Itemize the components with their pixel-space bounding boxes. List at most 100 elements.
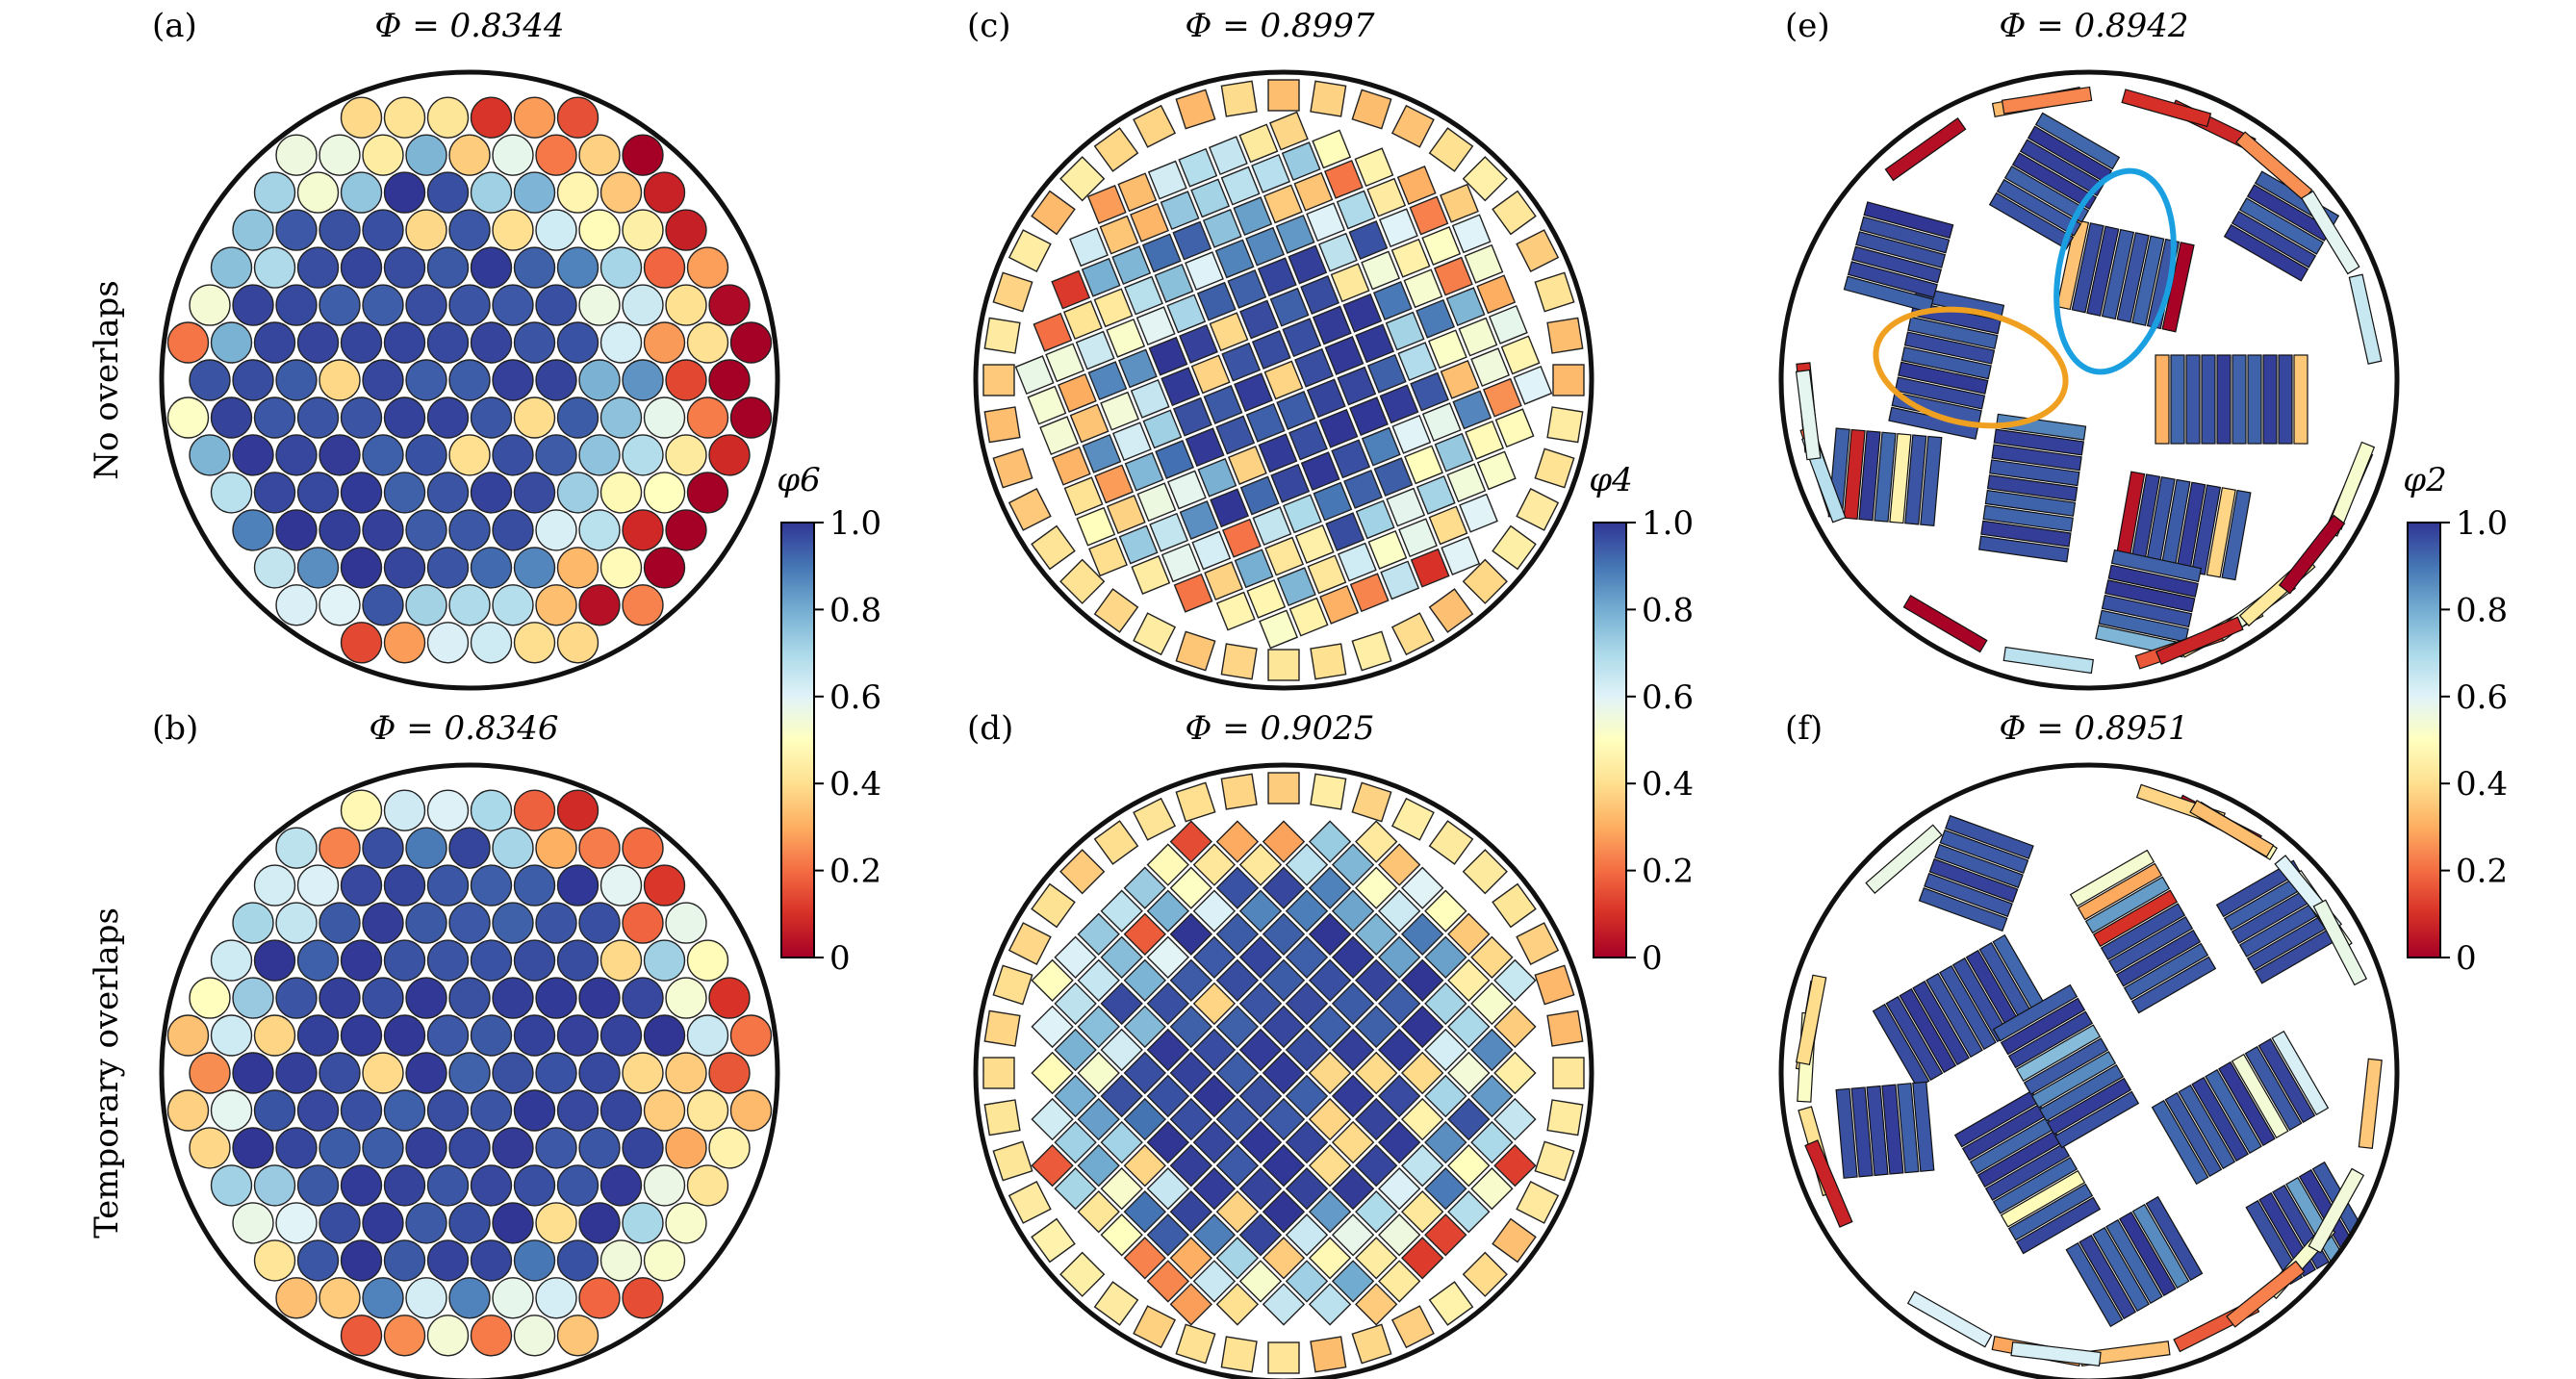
- disk-particle: [665, 359, 707, 401]
- rectangle-particle: [2065, 1241, 2124, 1328]
- disk-particle: [383, 1089, 426, 1132]
- boundary-rectangle-particle: [2121, 89, 2212, 128]
- disk-particle: [210, 472, 253, 514]
- square-particle: [1100, 391, 1140, 431]
- square-particle: [1146, 1120, 1190, 1164]
- square-particle: [1390, 238, 1431, 278]
- boundary-square-particle: [1462, 1251, 1508, 1297]
- boundary-square-particle: [1534, 964, 1575, 1006]
- disk-particle: [232, 977, 274, 1019]
- square-particle: [1215, 1143, 1260, 1187]
- disk-particle: [708, 284, 751, 326]
- square-particle: [1288, 244, 1328, 285]
- square-particle: [1054, 935, 1097, 980]
- square-particle: [1215, 912, 1260, 957]
- square-particle: [1077, 1189, 1120, 1234]
- square-particle: [1331, 1260, 1375, 1303]
- disk-particle: [708, 977, 751, 1019]
- square-particle: [1308, 1283, 1352, 1326]
- square-particle: [1288, 597, 1329, 637]
- square-particle: [1214, 239, 1255, 279]
- disk-particle: [319, 1127, 361, 1169]
- square-particle: [1039, 416, 1080, 456]
- square-particle: [1057, 372, 1097, 413]
- square-particle: [1377, 982, 1421, 1026]
- rectangle-particle: [2000, 1169, 2086, 1228]
- disk-particle: [405, 1202, 447, 1244]
- disk-particle: [513, 1239, 556, 1282]
- square-particle: [1146, 1028, 1190, 1072]
- disk-particle: [535, 827, 577, 869]
- square-particle: [1447, 912, 1491, 957]
- disk-particle: [556, 864, 599, 907]
- square-particle: [1238, 1213, 1283, 1257]
- square-particle: [1086, 185, 1127, 224]
- disk-particle: [686, 939, 729, 982]
- square-particle: [1285, 982, 1329, 1026]
- rectangle-particle: [1858, 430, 1881, 522]
- square-particle: [1233, 196, 1273, 237]
- square-particle: [1281, 141, 1321, 182]
- square-particle: [1014, 355, 1055, 396]
- disk-particle: [210, 396, 253, 439]
- square-particle: [1123, 1097, 1167, 1141]
- square-particle: [1192, 1260, 1237, 1303]
- square-particle: [1343, 469, 1383, 509]
- boundary-square-particle: [1007, 487, 1052, 531]
- square-particle: [1470, 1120, 1514, 1164]
- disk-particle: [578, 977, 621, 1019]
- boundary-square-particle: [1133, 797, 1177, 841]
- disk-particle: [362, 977, 404, 1019]
- square-particle: [1142, 409, 1183, 449]
- square-particle: [1077, 1097, 1120, 1141]
- rectangle-particle: [2218, 1060, 2276, 1147]
- disk-particle: [210, 246, 253, 289]
- disk-particle: [470, 939, 513, 982]
- square-particle: [1094, 464, 1135, 504]
- disk-particle: [492, 902, 534, 944]
- rectangle-particle: [2231, 211, 2317, 268]
- boundary-square-particle: [983, 1099, 1021, 1136]
- disk-particle: [340, 547, 383, 589]
- disk-particle: [665, 1202, 707, 1244]
- square-particle: [1282, 494, 1322, 534]
- disk-particle: [189, 434, 231, 476]
- disk-particle: [643, 246, 686, 289]
- disk-particle: [729, 1014, 773, 1057]
- boundary-square-particle: [1534, 1140, 1575, 1182]
- disk-particle: [319, 902, 361, 944]
- rectangle-particle: [2107, 916, 2194, 974]
- boundary-square-particle: [1516, 922, 1560, 966]
- disk-particle: [362, 1052, 404, 1094]
- square-particle: [1234, 372, 1273, 413]
- square-particle: [1192, 1166, 1237, 1211]
- boundary-square-particle: [1351, 781, 1392, 823]
- disk-particle: [665, 1052, 707, 1094]
- square-particle: [1051, 446, 1091, 486]
- disk-particle: [578, 584, 621, 626]
- rectangle-particle: [1928, 857, 2019, 904]
- square-particle: [1169, 1005, 1213, 1049]
- disk-particle: [426, 1239, 470, 1282]
- disk-particle: [253, 396, 296, 439]
- disk-particle: [319, 827, 361, 869]
- square-particle: [1493, 1097, 1537, 1141]
- boundary-square-particle: [1546, 406, 1584, 444]
- boundary-square-particle: [1220, 1336, 1258, 1373]
- square-particle: [1285, 1260, 1329, 1303]
- disk-particle: [340, 864, 383, 907]
- rectangle-particle: [2221, 489, 2252, 581]
- boundary-rectangle-particle: [2348, 273, 2383, 365]
- panel-b-container: [159, 762, 780, 1379]
- disk-particle: [622, 434, 664, 476]
- square-particle: [1031, 1051, 1074, 1095]
- disk-particle: [275, 509, 318, 551]
- disk-particle: [210, 321, 253, 364]
- square-particle: [1111, 421, 1152, 462]
- square-particle: [1400, 866, 1444, 909]
- square-particle: [1146, 1213, 1190, 1257]
- rectangle-particle: [1945, 814, 2034, 859]
- square-particle: [1051, 269, 1091, 310]
- disk-particle: [166, 396, 210, 439]
- rectangle-particle: [1989, 459, 2080, 487]
